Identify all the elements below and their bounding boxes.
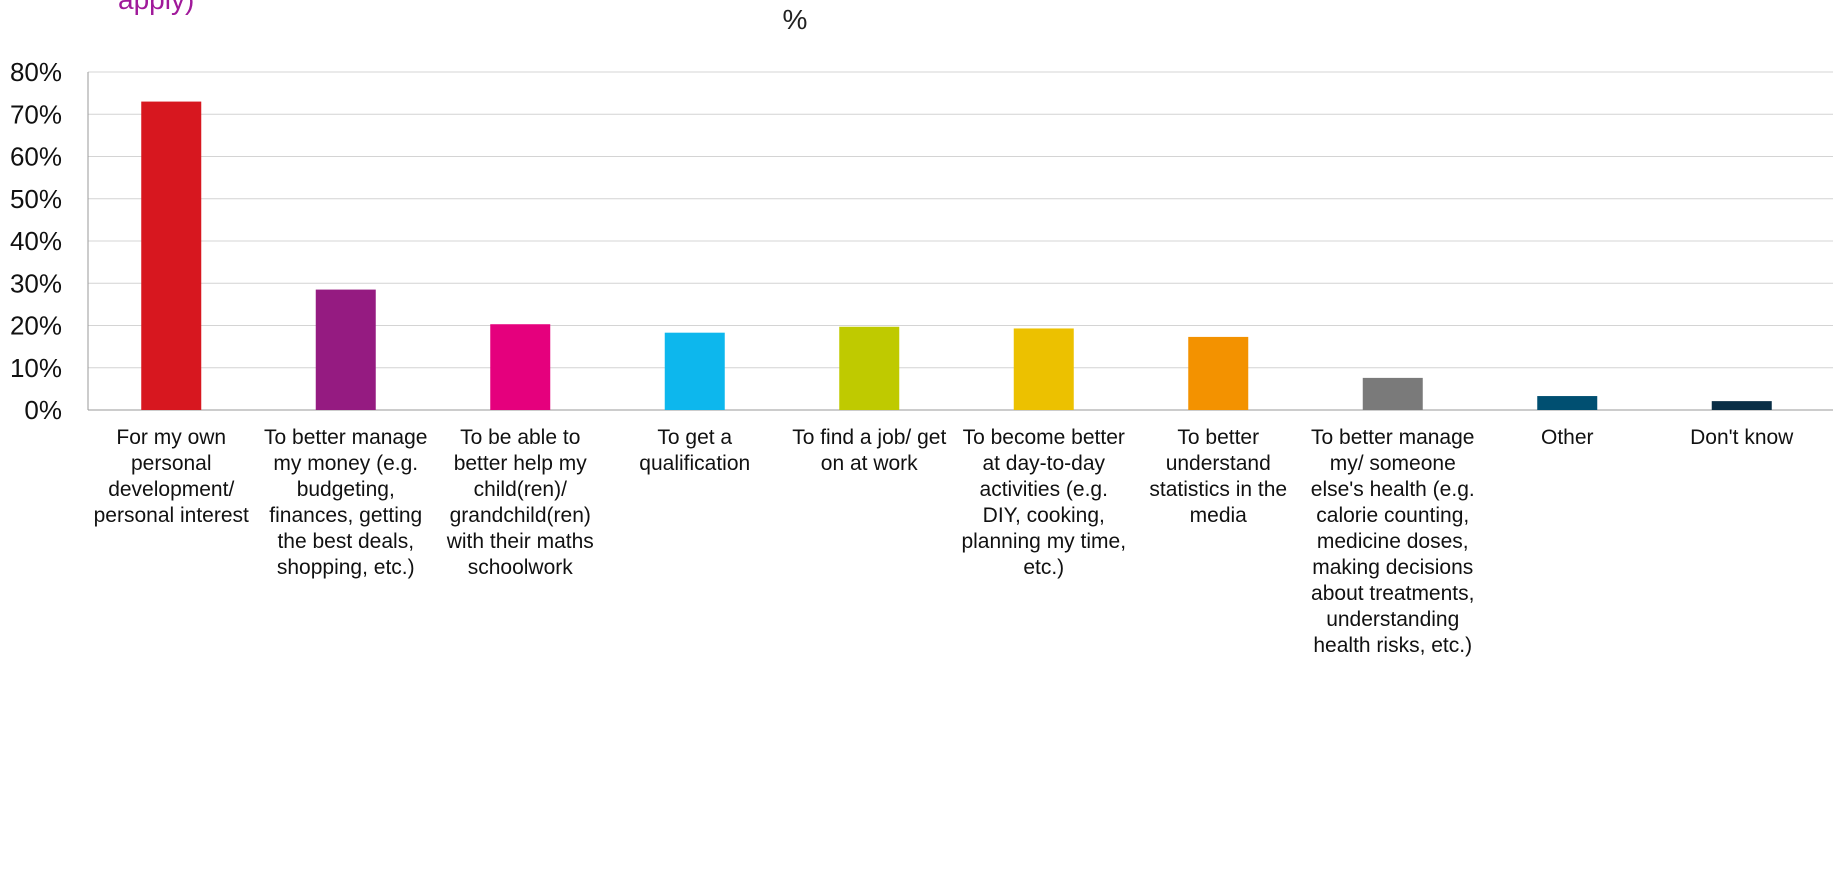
bar xyxy=(490,324,551,410)
bar xyxy=(1711,401,1772,410)
x-tick-label: For my own personal development/ persona… xyxy=(93,426,249,527)
y-tick-label: 50% xyxy=(10,184,62,214)
x-tick-label: To better understand statistics in the m… xyxy=(1149,426,1288,527)
y-tick-label: 20% xyxy=(10,311,62,341)
y-tick-label: 30% xyxy=(10,268,62,298)
bar xyxy=(141,101,202,410)
y-tick-label: 80% xyxy=(10,57,62,87)
x-tick-label: To be able to better help my child(ren)/… xyxy=(446,426,594,579)
chart-unit-title: % xyxy=(782,4,808,35)
clipped-question-caption: apply) xyxy=(118,0,194,16)
x-tick-label: To become better at day-to-day activitie… xyxy=(961,426,1127,579)
x-tick-label: To better manage my money (e.g. budgetin… xyxy=(264,426,428,579)
y-tick-label: 70% xyxy=(10,99,62,129)
x-tick-label: To get a qualification xyxy=(639,426,751,475)
y-tick-label: 0% xyxy=(24,395,62,425)
x-tick-label: To better manage my/ someone else's heal… xyxy=(1310,426,1475,657)
bar xyxy=(839,326,900,410)
bar xyxy=(1188,336,1249,410)
bar xyxy=(664,332,725,410)
x-tick-label: Other xyxy=(1540,426,1594,449)
x-tick-label: To find a job/ get on at work xyxy=(792,426,947,475)
y-tick-label: 40% xyxy=(10,226,62,256)
bar xyxy=(1362,377,1423,410)
bar xyxy=(1013,328,1074,410)
x-tick-label: Don't know xyxy=(1690,426,1794,449)
y-tick-label: 60% xyxy=(10,142,62,172)
bar xyxy=(315,289,376,410)
y-tick-label: 10% xyxy=(10,353,62,383)
bar xyxy=(1537,396,1598,410)
